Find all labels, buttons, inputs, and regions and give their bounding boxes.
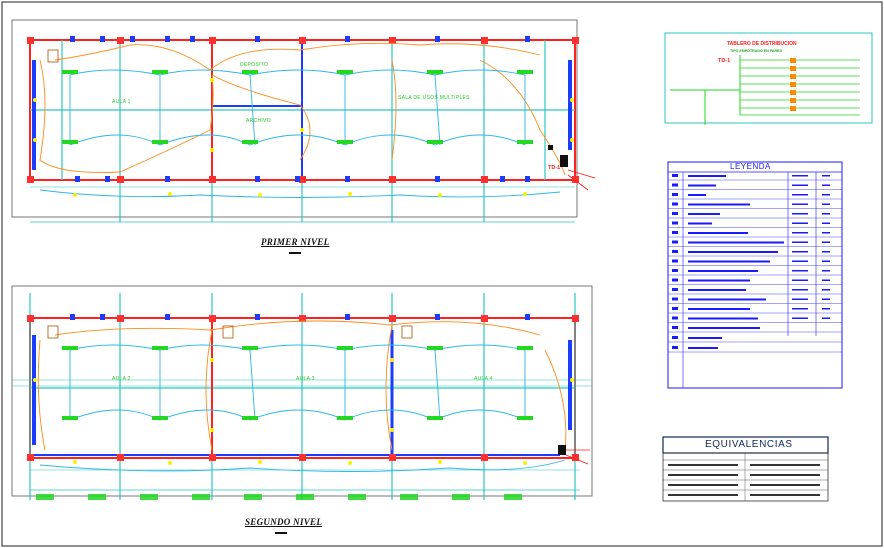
room-label-aula-3: AULA 3: [296, 376, 315, 382]
room-label-aula-2: AULA 2: [112, 376, 131, 382]
panel-tag-td1: TD-1: [548, 165, 561, 171]
room-label-aula-4: AULA 4: [474, 376, 493, 382]
scale-bar: [289, 252, 301, 254]
tablero-subtitle: TIPO EMPOTRADO EN PARED: [730, 49, 783, 53]
tablero-title: TABLERO DE DISTRIBUCION: [727, 41, 797, 47]
plan-segundo-nivel: [11, 285, 593, 500]
room-label-archivo: ARCHIVO: [246, 118, 271, 124]
leyenda-table: [667, 161, 843, 389]
leyenda-title: LEYENDA: [730, 162, 771, 171]
equivalencias-title: EQUIVALENCIAS: [705, 439, 793, 450]
tablero-diagram: [664, 32, 873, 125]
equivalencias-table: [662, 436, 829, 502]
title-primer-nivel: PRIMER NIVEL: [261, 237, 330, 247]
room-label-deposito: DEPOSITO: [240, 62, 269, 68]
tablero-tag: TD-1: [718, 58, 731, 64]
room-label-aula: AULA 1: [112, 99, 131, 105]
room-label-sum: SALA DE USOS MULTIPLES: [398, 95, 470, 101]
scale-bar: [275, 532, 287, 534]
plan-primer-nivel: [11, 19, 579, 223]
title-segundo-nivel: SEGUNDO NIVEL: [245, 517, 323, 527]
